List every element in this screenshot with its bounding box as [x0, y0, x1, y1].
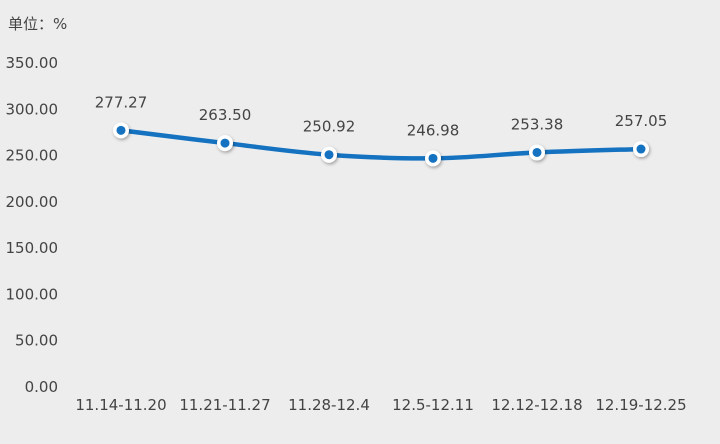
data-label: 277.27 [95, 93, 148, 111]
x-tick-label: 11.21-11.27 [179, 396, 270, 414]
data-labels: 277.27 263.50 250.92 246.98 253.38 257.05 [95, 93, 668, 139]
y-tick-label: 150.00 [6, 239, 59, 257]
y-tick-label: 250.00 [6, 147, 59, 165]
data-point-marker [217, 135, 233, 152]
y-tick-label: 350.00 [6, 54, 59, 72]
data-point-marker [633, 141, 649, 158]
series-line-path [118, 128, 644, 161]
unit-label: 单位：% [8, 15, 67, 33]
data-label: 257.05 [615, 112, 668, 130]
y-tick-label: 0.00 [25, 378, 58, 396]
y-axis: 0.00 50.00 100.00 150.00 200.00 250.00 300.00 3… [6, 54, 59, 396]
y-tick-label: 50.00 [15, 332, 58, 350]
x-tick-label: 12.12-12.18 [491, 396, 582, 414]
data-label: 263.50 [199, 106, 252, 124]
y-tick-label: 200.00 [6, 193, 59, 211]
x-axis: 11.14-11.20 11.21-11.27 11.28-12.4 12.5-12.… [75, 396, 686, 414]
series-line [113, 122, 649, 167]
data-point-marker [113, 122, 129, 139]
y-tick-label: 100.00 [6, 285, 59, 303]
x-tick-label: 12.19-12.25 [595, 396, 686, 414]
x-tick-label: 11.14-11.20 [75, 396, 166, 414]
data-label: 246.98 [407, 121, 460, 139]
x-tick-label: 11.28-12.4 [288, 396, 370, 414]
data-point-marker [321, 146, 337, 163]
y-tick-label: 300.00 [6, 100, 59, 118]
data-point-marker [425, 150, 441, 167]
data-label: 253.38 [511, 115, 564, 133]
data-point-marker [529, 144, 545, 161]
data-label: 250.92 [303, 118, 356, 136]
x-tick-label: 12.5-12.11 [392, 396, 474, 414]
